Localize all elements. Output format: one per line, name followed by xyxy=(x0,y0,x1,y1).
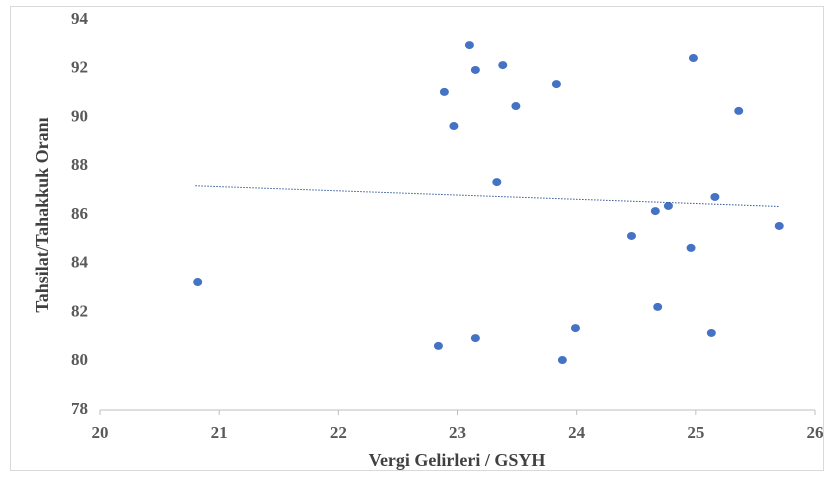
y-tick-label: 78 xyxy=(71,399,88,418)
y-tick-label: 80 xyxy=(71,350,88,369)
x-tick-label: 23 xyxy=(449,423,466,442)
point xyxy=(710,192,720,201)
point xyxy=(688,54,698,63)
y-tick-label: 82 xyxy=(71,301,88,320)
point xyxy=(449,122,459,131)
point xyxy=(433,341,443,350)
chart-border xyxy=(10,6,824,471)
point xyxy=(626,231,636,240)
point xyxy=(557,356,567,365)
point xyxy=(511,102,521,111)
point xyxy=(439,87,449,96)
point xyxy=(650,207,660,216)
y-tick-label: 88 xyxy=(71,155,88,174)
point xyxy=(774,221,784,230)
point xyxy=(551,80,561,89)
x-tick-label: 20 xyxy=(92,423,109,442)
point xyxy=(706,328,716,337)
point xyxy=(734,106,744,115)
point xyxy=(470,65,480,74)
x-tick-label: 25 xyxy=(687,423,704,442)
point xyxy=(470,334,480,343)
y-tick-label: 84 xyxy=(71,253,89,272)
x-tick-label: 26 xyxy=(807,423,824,442)
y-tick-label: 86 xyxy=(71,204,88,223)
point xyxy=(663,201,673,210)
x-tick-label: 22 xyxy=(330,423,347,442)
y-tick-label: 94 xyxy=(71,9,89,28)
point xyxy=(570,324,580,333)
point xyxy=(653,302,663,311)
x-tick-label: 24 xyxy=(568,423,586,442)
point xyxy=(464,41,474,50)
trendline xyxy=(195,185,780,207)
point xyxy=(193,278,203,287)
y-tick-label: 92 xyxy=(71,58,88,77)
x-axis-label: Vergi Gelirleri / GSYH xyxy=(369,450,546,470)
y-axis-label: Tahsilat/Tahakkuk Oranı xyxy=(32,117,52,312)
point xyxy=(498,61,508,70)
point xyxy=(492,178,502,187)
x-tick-label: 21 xyxy=(211,423,228,442)
y-tick-label: 90 xyxy=(71,106,88,125)
point xyxy=(686,243,696,252)
